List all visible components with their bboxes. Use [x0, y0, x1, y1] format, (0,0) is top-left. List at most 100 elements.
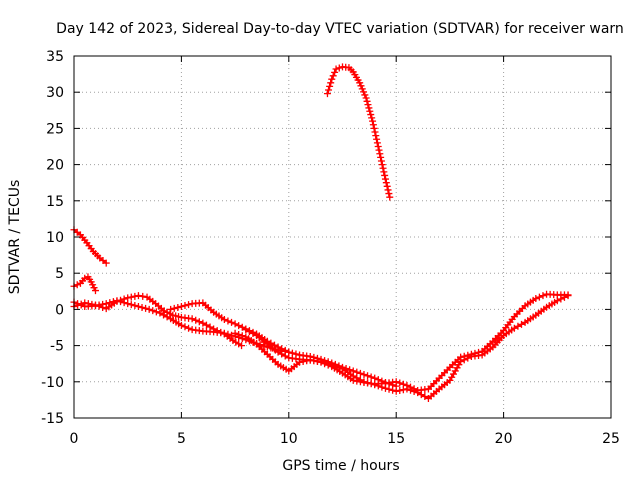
plus-marker [384, 186, 392, 194]
plus-marker [532, 295, 540, 303]
plus-marker [238, 332, 246, 340]
plus-marker [410, 385, 418, 393]
plus-marker [382, 179, 390, 187]
plus-marker [224, 330, 232, 338]
x-tick-label: 0 [70, 431, 79, 447]
plus-marker [231, 320, 239, 328]
plus-marker [331, 68, 339, 76]
plus-marker [467, 350, 475, 358]
plus-marker [224, 317, 232, 325]
y-tick-label: 5 [55, 266, 64, 282]
plus-marker [220, 329, 228, 337]
plus-marker [167, 305, 175, 313]
plus-marker [281, 352, 289, 360]
plus-marker [202, 321, 210, 329]
plus-marker [134, 303, 142, 311]
plus-marker [366, 107, 374, 115]
plus-marker [389, 386, 397, 394]
plus-marker [392, 387, 400, 395]
plus-marker [360, 371, 368, 379]
y-tick-label: 10 [46, 230, 64, 246]
plus-marker [195, 318, 203, 326]
plus-marker [392, 378, 400, 386]
x-tick-label: 25 [602, 431, 620, 447]
plus-marker [228, 318, 236, 326]
plus-marker [149, 307, 157, 315]
y-tick-label: 25 [46, 121, 64, 137]
plus-marker [131, 292, 139, 300]
plus-marker [360, 88, 368, 96]
plus-marker [81, 274, 89, 282]
y-tick-label: 15 [46, 194, 64, 210]
plus-marker [127, 293, 135, 301]
plus-marker [381, 175, 389, 183]
plus-marker [185, 324, 193, 332]
plus-marker [310, 357, 318, 365]
plus-marker [109, 298, 117, 306]
plus-marker [357, 82, 365, 90]
plot-area [70, 63, 572, 402]
plus-marker [326, 82, 334, 90]
plus-marker [375, 146, 383, 154]
x-tick-label: 15 [387, 431, 405, 447]
plus-marker [220, 316, 228, 324]
plus-marker [407, 383, 415, 391]
plus-marker [145, 305, 153, 313]
plus-marker [163, 313, 171, 321]
plus-marker [421, 393, 429, 401]
plus-marker [242, 326, 250, 334]
y-tick-label: -10 [41, 375, 64, 391]
y-tick-label: 20 [46, 158, 64, 174]
plus-marker [396, 386, 404, 394]
plus-marker [181, 323, 189, 331]
plus-marker [475, 348, 483, 356]
plus-marker [327, 79, 335, 87]
y-axis-ticks: -15 -10 -5 0 5 10 15 20 25 30 35 [41, 49, 611, 427]
plus-marker [471, 349, 479, 357]
plus-marker [539, 292, 547, 300]
plus-marker [368, 114, 376, 122]
x-axis-label: GPS time / hours [282, 458, 399, 474]
plus-marker [131, 302, 139, 310]
series-arc-8 [323, 63, 394, 201]
plus-marker [124, 300, 132, 308]
plus-marker [152, 308, 160, 316]
plus-marker [369, 117, 377, 125]
plus-marker [142, 304, 150, 312]
plus-marker [199, 319, 207, 327]
y-tick-label: 30 [46, 85, 64, 101]
plus-marker [278, 350, 286, 358]
plus-marker [356, 369, 364, 377]
plus-marker [170, 304, 178, 312]
plus-marker [373, 135, 381, 143]
plus-marker [386, 193, 394, 201]
plus-marker [363, 97, 371, 105]
plus-marker [367, 111, 375, 119]
plus-marker [385, 385, 393, 393]
plus-marker [396, 379, 404, 387]
plus-marker [160, 311, 167, 319]
plus-marker [329, 72, 337, 80]
plus-marker [369, 121, 377, 129]
plus-marker [380, 168, 388, 176]
plus-marker [313, 358, 321, 366]
plus-marker [356, 378, 364, 386]
plus-marker [73, 281, 81, 289]
plus-marker [349, 376, 357, 384]
plus-marker [177, 303, 185, 311]
plus-marker [139, 292, 147, 300]
plus-marker [117, 298, 125, 306]
plus-marker [364, 101, 372, 109]
x-tick-label: 20 [495, 431, 513, 447]
y-tick-label: 35 [46, 49, 64, 65]
series-arc-7 [242, 290, 572, 394]
plus-marker [249, 330, 257, 338]
series-arc-6 [231, 292, 572, 402]
plus-marker [324, 361, 332, 369]
plus-marker [460, 352, 468, 360]
plus-marker [367, 373, 375, 381]
plus-marker [177, 321, 185, 329]
plus-marker [373, 139, 381, 147]
plus-marker [374, 143, 382, 150]
plus-marker [321, 360, 329, 368]
